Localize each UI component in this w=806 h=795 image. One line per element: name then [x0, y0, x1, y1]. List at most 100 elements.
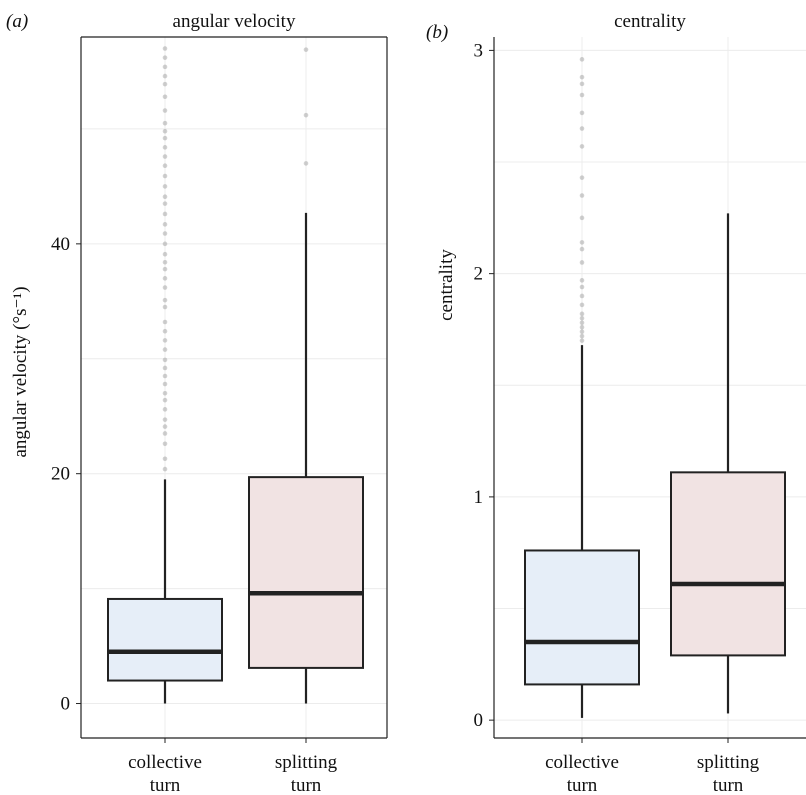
chart-panel-a: (a) angular velocity angular velocity (°s⁻…	[6, 11, 388, 795]
outlier-point	[162, 154, 168, 159]
outlier-point	[162, 397, 168, 403]
outlier-point	[162, 285, 168, 290]
y-tick-label: 2	[474, 264, 484, 285]
outlier-point	[579, 57, 585, 62]
outlier-point	[162, 251, 168, 257]
outlier-point	[162, 81, 168, 87]
chart-title: centrality	[614, 11, 686, 32]
outlier-point	[162, 407, 168, 412]
outlier-point	[303, 47, 309, 52]
outlier-point	[579, 333, 585, 339]
outlier-point	[162, 417, 168, 422]
x-category-label: turn	[291, 775, 322, 795]
outlier-point	[579, 92, 585, 98]
outlier-point	[303, 161, 309, 166]
outlier-point	[162, 390, 168, 396]
outlier-point	[162, 64, 168, 70]
outlier-point	[162, 328, 168, 334]
y-axis-label: angular velocity (°s⁻¹)	[10, 286, 31, 457]
outlier-point	[579, 260, 585, 265]
outlier-point	[162, 55, 168, 60]
y-tick-label: 0	[474, 710, 484, 731]
y-axis-label: centrality	[436, 249, 457, 321]
outlier-point	[162, 431, 168, 436]
outlier-point	[579, 175, 585, 180]
outlier-point	[162, 163, 168, 169]
box-iqr	[524, 549, 640, 686]
outlier-point	[162, 259, 168, 265]
outlier-point	[162, 73, 168, 79]
outlier-point	[162, 211, 168, 217]
y-tick-label: 1	[474, 487, 484, 508]
outlier-point	[579, 329, 585, 334]
y-tick-label: 40	[51, 234, 70, 255]
outlier-point	[579, 246, 585, 252]
outlier-point	[579, 315, 585, 321]
outlier-point	[162, 173, 168, 179]
x-category-label: turn	[150, 775, 181, 795]
outlier-point	[162, 424, 168, 429]
outlier-point	[162, 231, 168, 236]
outlier-point	[579, 240, 585, 245]
y-tick-label: 3	[474, 40, 484, 61]
outlier-point	[162, 108, 168, 113]
outlier-point	[162, 381, 168, 387]
outlier-point	[579, 215, 585, 221]
outlier-point	[579, 81, 585, 87]
outlier-point	[162, 466, 168, 472]
outlier-point	[579, 338, 585, 343]
outlier-point	[579, 293, 585, 299]
chart-title: angular velocity	[173, 11, 296, 32]
x-category-label: splitting	[275, 752, 338, 773]
outlier-point	[162, 304, 168, 310]
outlier-point	[162, 184, 168, 189]
outlier-point	[162, 456, 168, 462]
outlier-point	[579, 193, 585, 198]
outlier-point	[162, 241, 168, 247]
box-collective-turn	[107, 46, 223, 704]
outlier-point	[162, 373, 168, 379]
outlier-point	[162, 297, 168, 303]
x-category-label: turn	[567, 775, 598, 795]
panel-label: (a)	[6, 11, 28, 32]
outlier-point	[162, 94, 168, 100]
outlier-point	[162, 276, 168, 281]
box-splitting-turn	[670, 213, 786, 714]
box-splitting-turn	[248, 47, 364, 704]
outlier-point	[579, 320, 585, 326]
box-iqr	[248, 476, 364, 669]
box-iqr	[107, 597, 223, 682]
outlier-point	[162, 135, 168, 141]
x-category-label: splitting	[697, 752, 760, 773]
x-category-label: collective	[545, 752, 619, 773]
x-category-label: turn	[713, 775, 744, 795]
outlier-point	[162, 347, 168, 352]
outlier-point	[162, 201, 168, 206]
outlier-point	[579, 311, 585, 317]
outlier-point	[162, 120, 168, 126]
outlier-point	[579, 110, 585, 116]
outlier-point	[162, 145, 168, 150]
outlier-point	[579, 278, 585, 283]
y-tick-label: 20	[51, 464, 70, 485]
chart-panel-b: (b)centralitycentrality0123collectivetur…	[426, 11, 806, 795]
outlier-point	[303, 112, 309, 118]
box-collective-turn	[524, 57, 640, 718]
outlier-point	[162, 194, 168, 200]
outlier-point	[579, 144, 585, 149]
box-iqr	[670, 471, 786, 657]
outlier-point	[162, 441, 168, 447]
outlier-point	[162, 365, 168, 371]
outlier-point	[162, 222, 168, 227]
y-tick-label: 0	[61, 694, 71, 715]
outlier-point	[162, 357, 168, 363]
outlier-point	[579, 126, 585, 131]
x-category-label: collective	[128, 752, 202, 773]
outlier-point	[162, 319, 168, 325]
outlier-point	[579, 324, 585, 330]
outlier-point	[162, 338, 168, 343]
panel-label: (b)	[426, 22, 448, 43]
outlier-point	[162, 46, 168, 51]
outlier-point	[162, 266, 168, 272]
